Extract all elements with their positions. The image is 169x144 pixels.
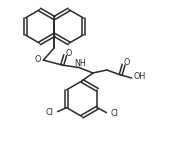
Text: OH: OH — [134, 72, 146, 82]
Text: O: O — [124, 58, 130, 67]
Text: Cl: Cl — [110, 109, 118, 118]
Text: NH: NH — [74, 59, 86, 68]
Text: Cl: Cl — [46, 108, 54, 117]
Text: O: O — [35, 55, 41, 64]
Text: O: O — [66, 49, 72, 58]
